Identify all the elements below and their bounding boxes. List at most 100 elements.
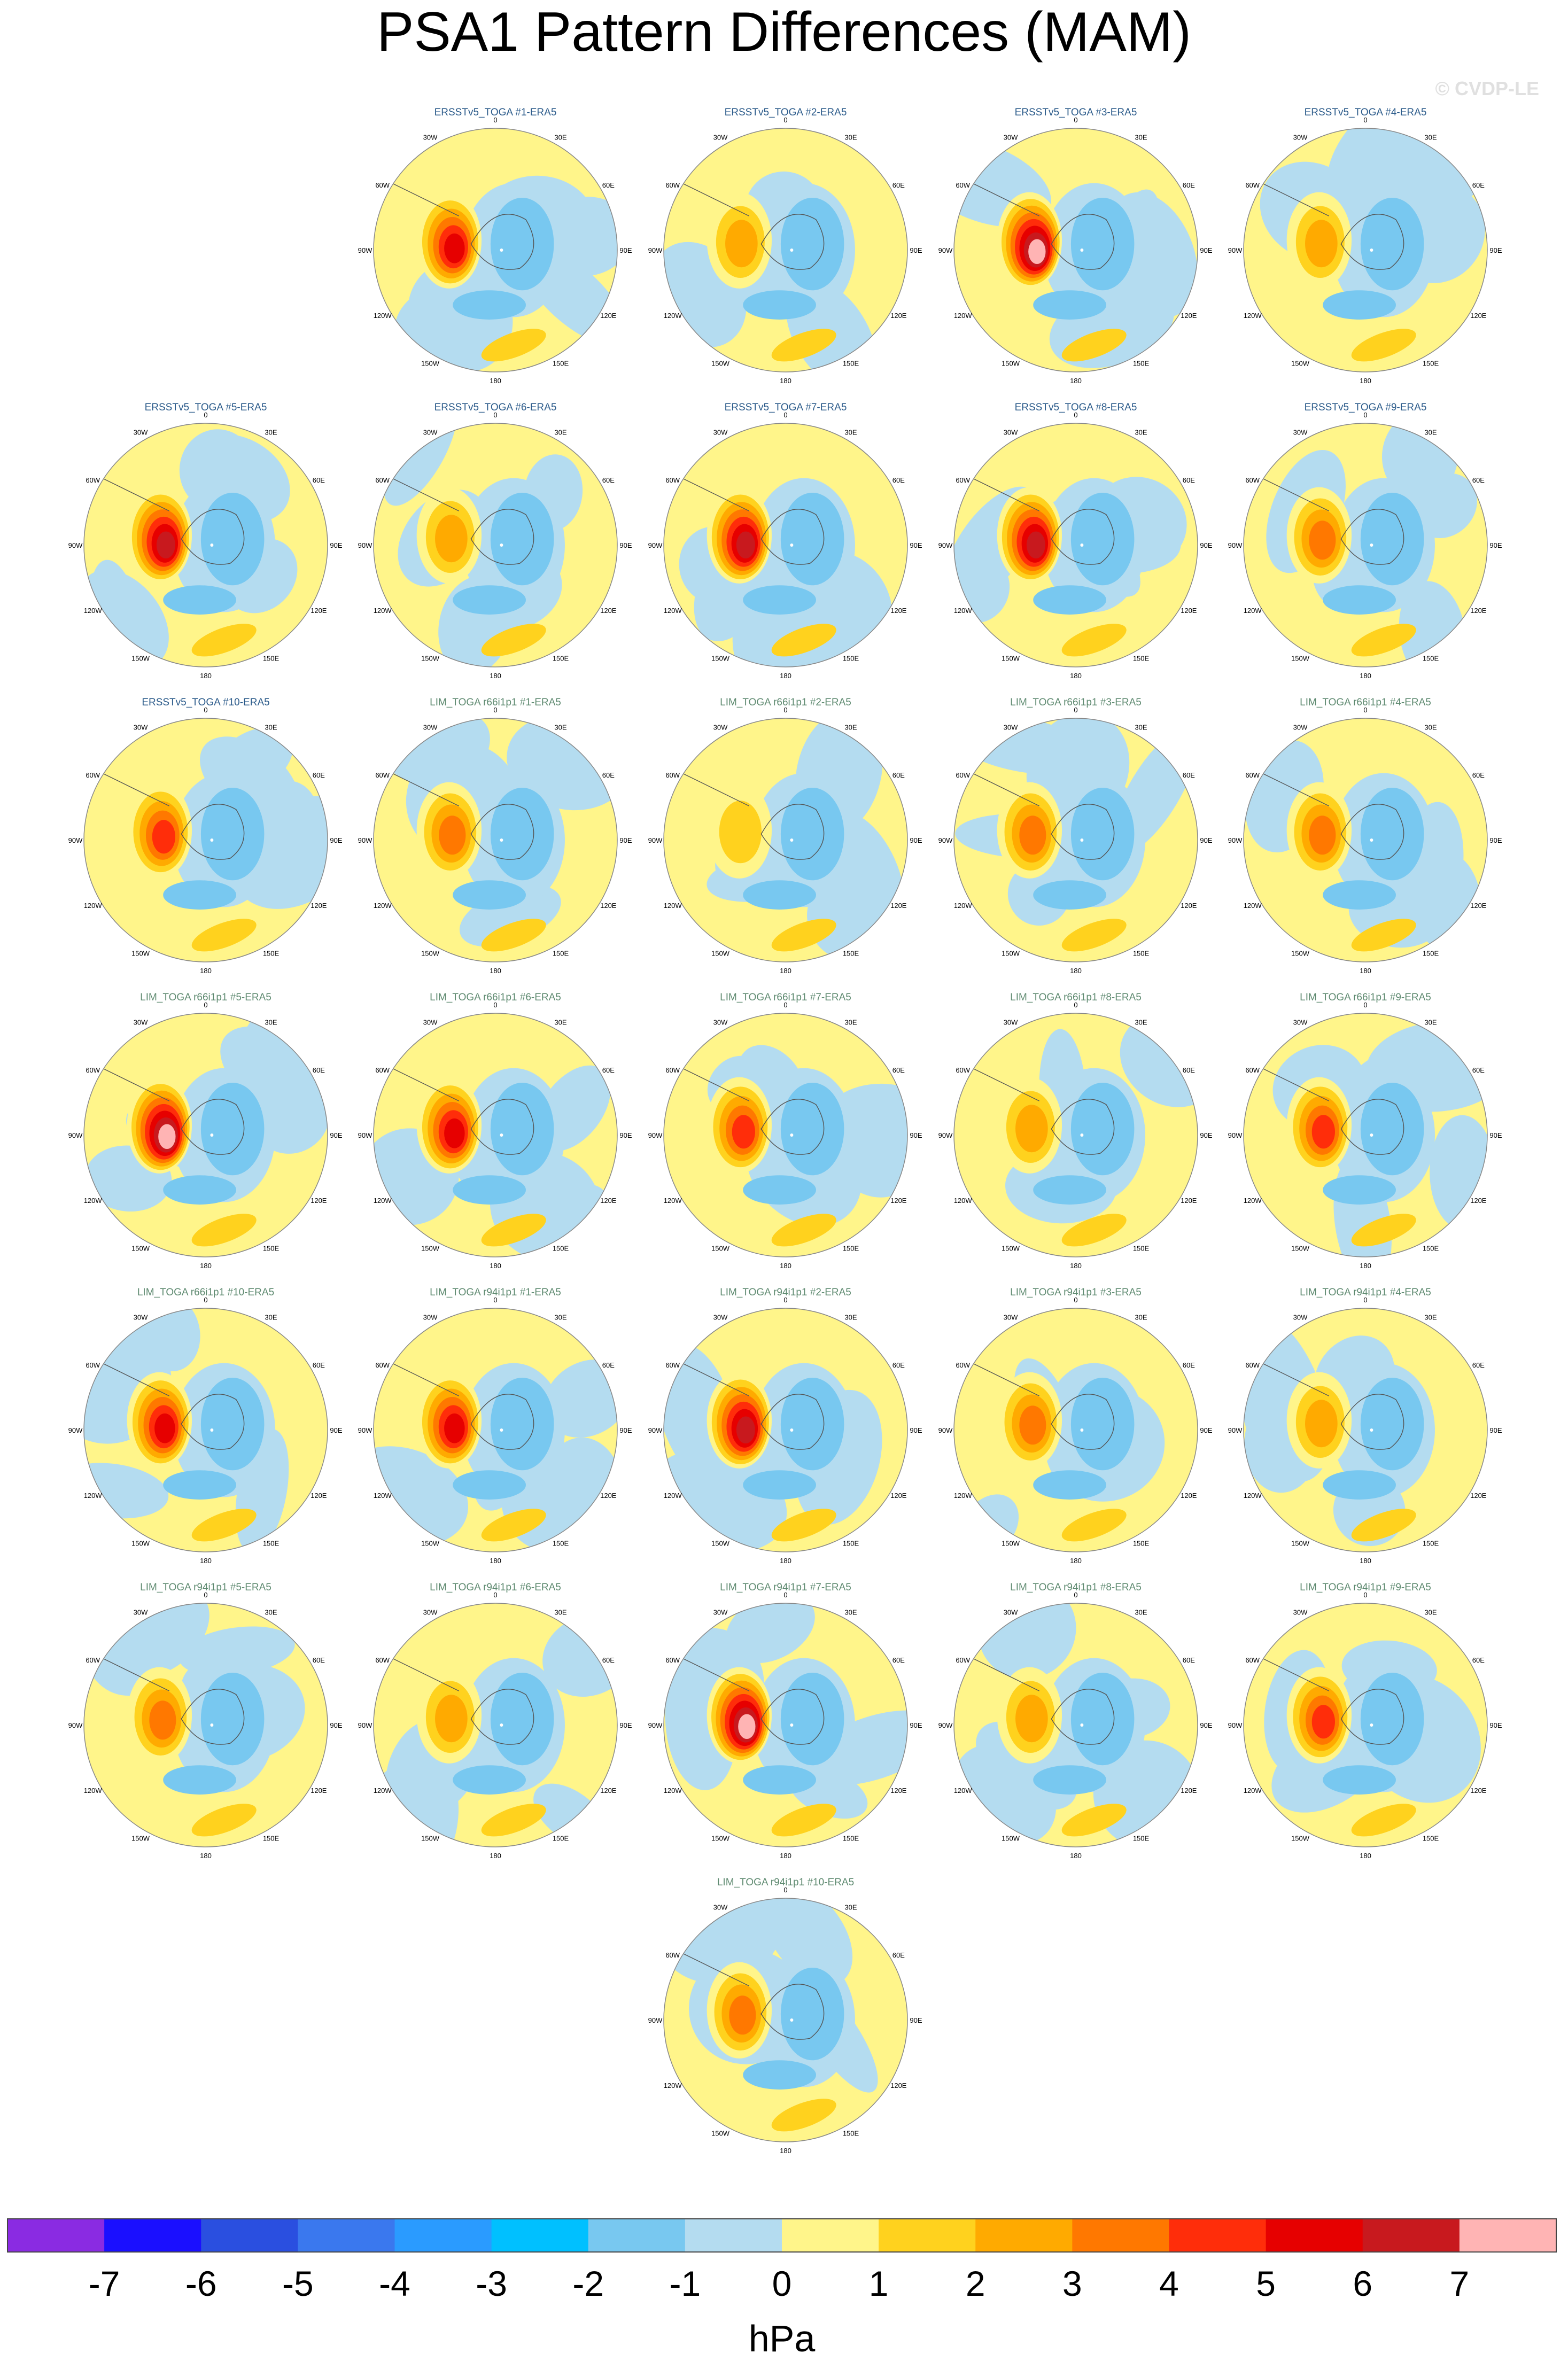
longitude-label: 90W [648,246,663,254]
south-america-coastline [972,477,1039,511]
longitude-label: 30W [713,724,728,732]
longitude-label: 30W [423,1314,438,1322]
longitude-label: 150E [1133,1834,1150,1842]
longitude-label: 60E [602,1656,615,1664]
south-pole-marker [500,1723,503,1727]
longitude-label: 90E [910,1131,922,1139]
longitude-label: 120E [890,607,907,615]
longitude-label: 120E [1181,1197,1197,1205]
pressure-contour [158,1124,176,1150]
longitude-label: 120W [664,1787,682,1795]
south-america-coastline [391,772,459,806]
pressure-contour [84,1463,169,1519]
south-america-coastline [391,1657,459,1691]
longitude-label: 60E [892,181,905,189]
map-border [1243,718,1488,962]
longitude-label: 90E [1489,246,1502,254]
longitude-label: 30W [1004,1609,1018,1617]
longitude-label: 120E [890,1787,907,1795]
colorbar-tick-label: -3 [476,2264,507,2303]
longitude-label: 30E [844,429,857,437]
longitude-label: 120W [374,607,392,615]
pressure-contour [725,220,758,268]
south-america-coastline [1261,1362,1329,1396]
map-border [953,1013,1198,1257]
longitude-label: 120W [664,607,682,615]
longitude-label: 120E [311,1492,327,1500]
longitude-label: 150W [711,949,730,957]
pressure-contour [453,585,526,615]
south-america-coastline [972,772,1039,806]
longitude-label: 0 [493,411,497,419]
longitude-label: 90E [910,1721,922,1729]
longitude-label: 150W [1291,1244,1310,1252]
longitude-label: 90E [1200,1426,1212,1434]
longitude-label: 60W [956,1361,970,1369]
colorbar-tick-label: -7 [89,2264,120,2303]
longitude-label: 30E [844,134,857,142]
panel-title: LIM_TOGA r66i1p1 #8-ERA5 [1010,992,1142,1003]
longitude-label: 60E [1183,1656,1195,1664]
pressure-contour [490,1377,554,1471]
pressure-contour [149,1700,176,1740]
longitude-label: 60W [86,476,100,484]
pressure-contour [771,2099,836,2132]
panel-title: LIM_TOGA r66i1p1 #4-ERA5 [1300,697,1431,708]
longitude-label: 60W [86,1066,100,1074]
longitude-label: 0 [204,1296,207,1304]
south-america-coastline [102,1657,169,1691]
pressure-contour [200,1377,265,1471]
pressure-contour [1019,816,1046,855]
longitude-label: 120W [664,1492,682,1500]
colorbar-swatch [104,2219,201,2252]
pressure-contour [453,1470,526,1500]
longitude-label: 60E [602,1361,615,1369]
pressure-contour [383,423,457,506]
south-america-coastline [1261,477,1329,511]
antarctica-coastline [1051,804,1115,860]
longitude-label: 120E [600,312,617,320]
south-pole-marker [210,1133,214,1137]
longitude-label: 30E [1135,724,1147,732]
longitude-label: 90W [648,1721,663,1729]
south-pole-marker [210,1428,214,1432]
pressure-contour [1033,585,1106,615]
longitude-label: 30E [554,1019,566,1027]
pressure-contour [154,1413,175,1443]
longitude-label: 120W [954,1197,973,1205]
longitude-label: 120W [1244,1787,1262,1795]
map-border [83,718,328,962]
pressure-contour [780,197,844,291]
pressure-contour [200,787,265,881]
colorbar-tick-label: -6 [185,2264,217,2303]
panel-title: ERSSTv5_TOGA #10-ERA5 [142,697,269,708]
longitude-label: 60E [1472,1066,1485,1074]
longitude-label: 150W [1291,949,1310,957]
pressure-contour [1360,1082,1424,1176]
longitude-label: 60W [665,181,680,189]
colorbar-tick-label: -4 [379,2264,410,2303]
longitude-label: 30W [1004,724,1018,732]
longitude-label: 60E [892,1656,905,1664]
longitude-label: 60W [956,181,970,189]
longitude-label: 180 [1070,1262,1082,1270]
south-pole-marker [500,543,503,547]
colorbar-swatch [588,2219,686,2252]
south-pole-marker [790,543,794,547]
longitude-label: 180 [200,672,212,680]
longitude-label: 120E [1470,1197,1487,1205]
longitude-label: 120W [84,1197,103,1205]
longitude-label: 0 [1074,116,1077,124]
panel-title: LIM_TOGA r94i1p1 #9-ERA5 [1300,1582,1431,1593]
longitude-label: 60W [956,771,970,779]
longitude-label: 0 [493,706,497,714]
longitude-label: 60W [375,1656,390,1664]
map-border [373,718,618,962]
longitude-label: 120E [600,607,617,615]
longitude-label: 90W [1228,541,1243,549]
longitude-label: 150E [553,1244,569,1252]
south-pole-marker [1080,1428,1084,1432]
